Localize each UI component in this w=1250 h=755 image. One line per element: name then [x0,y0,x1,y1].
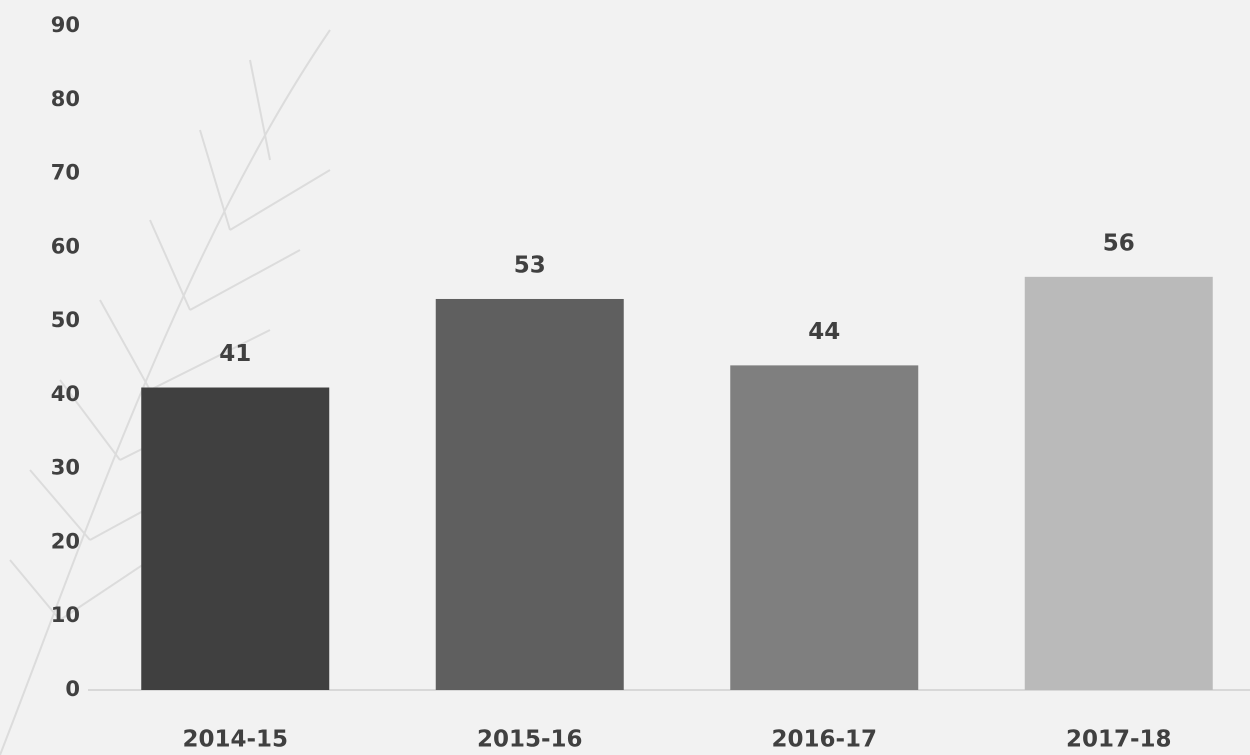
y-tick-label: 70 [51,161,80,185]
data-label: 44 [808,319,840,345]
data-label: 56 [1103,230,1135,256]
x-tick-label: 2017-18 [1066,727,1172,753]
x-tick-label: 2015-16 [477,727,583,753]
y-tick-label: 50 [51,308,80,332]
x-tick-label: 2016-17 [771,727,877,753]
y-tick-label: 10 [51,603,80,627]
data-label: 41 [219,341,251,367]
y-tick-label: 60 [51,234,80,258]
y-tick-label: 80 [51,87,80,111]
bar [1024,276,1213,690]
x-tick-label: 2014-15 [182,727,288,753]
bar [730,365,919,690]
y-tick-label: 90 [51,13,80,37]
bar [435,298,624,690]
y-tick-label: 0 [65,677,80,701]
bar [141,387,330,690]
data-label: 53 [514,252,546,278]
feather-stem [0,29,331,755]
y-tick-label: 40 [51,382,80,406]
y-tick-label: 20 [51,529,80,553]
y-tick-label: 30 [51,456,80,480]
